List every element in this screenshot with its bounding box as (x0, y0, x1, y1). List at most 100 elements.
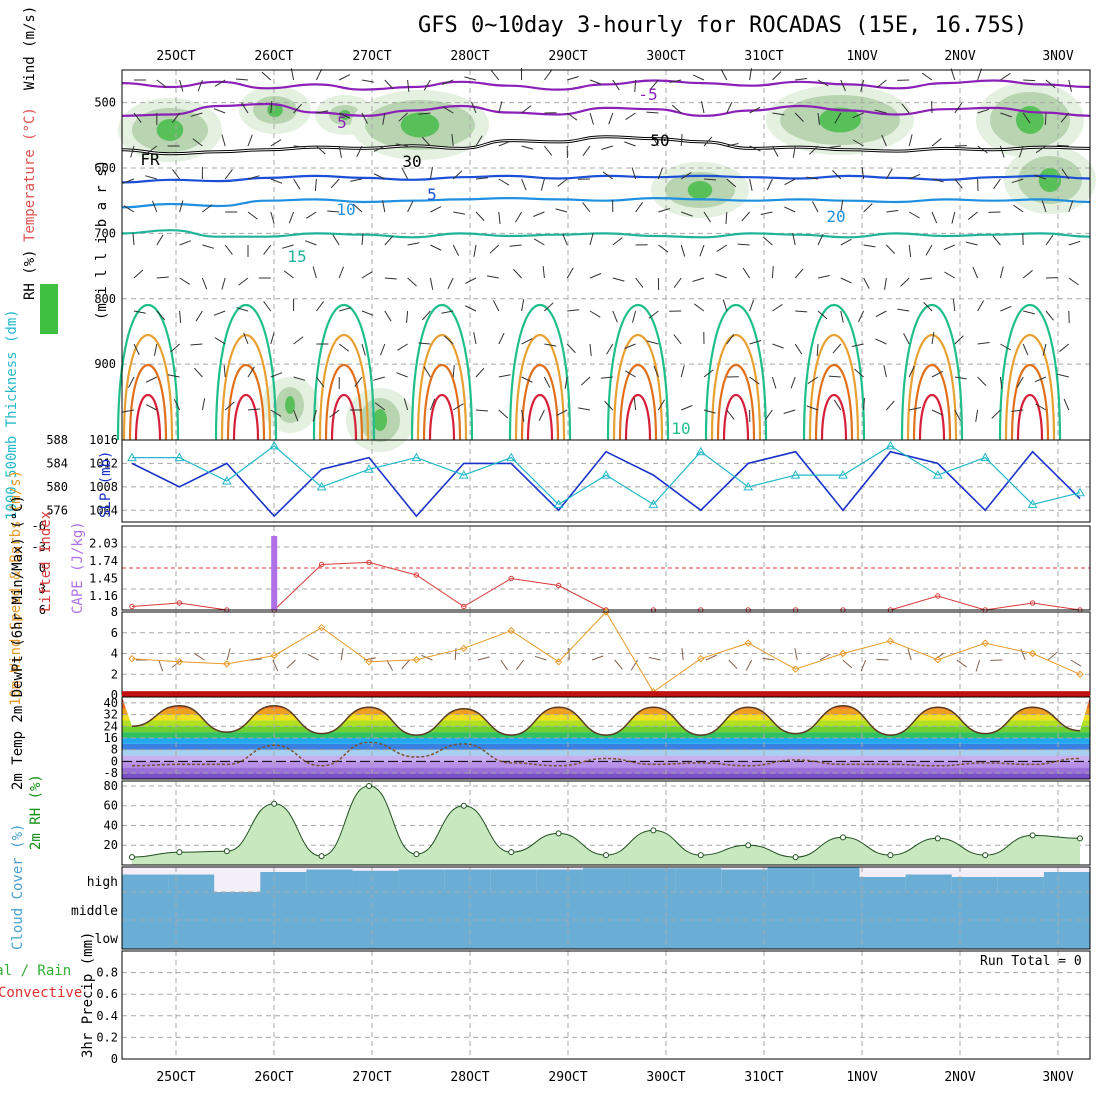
wind-barb (809, 145, 819, 155)
wind-barb (578, 407, 591, 411)
wind-barb (384, 277, 397, 280)
wind-barb (589, 273, 602, 279)
wind-barb (201, 398, 206, 411)
diurnal-contour (1010, 363, 1050, 441)
y-tick-label: 700 (94, 226, 116, 240)
lifted-index-marker (461, 603, 467, 610)
y-tick-label: 4 (111, 647, 118, 661)
wind-barb (1013, 204, 1024, 213)
wind-barb (624, 141, 636, 147)
cloud-row-label: low (95, 932, 119, 947)
rh-axis-label: RH (%) (22, 249, 38, 300)
wind-barb (726, 101, 733, 114)
wind-barb (1000, 112, 1012, 118)
thickness-axis-label: 1000-500mb Thickness (dm) (4, 309, 20, 520)
wind-barb (270, 372, 283, 378)
wind-10m-panel: 0 2 4 6 8 10m Wind Speed & Barbs (m/s) (8, 470, 1091, 706)
wind-barb (447, 277, 454, 290)
wind-speed-marker (697, 654, 705, 663)
wind-barb (236, 78, 249, 81)
wind-barb (840, 277, 852, 284)
wind-barb (213, 108, 226, 114)
wind-barb (633, 398, 637, 411)
diurnal-contour (226, 363, 266, 441)
wind-barb (293, 409, 299, 422)
wind-barb (214, 337, 226, 345)
x-tick-label-bottom: 28OCT (450, 1070, 489, 1085)
thickness-marker (174, 452, 185, 462)
lifted-index-marker (935, 593, 941, 599)
wind-barb (749, 178, 753, 191)
wind-barb (492, 300, 500, 312)
wind-barb (794, 112, 804, 122)
wind-barb (726, 333, 735, 345)
wind-barb (840, 200, 844, 213)
wind-barb (521, 409, 525, 422)
wind-barb (680, 365, 685, 378)
wind-barb (452, 403, 464, 411)
diurnal-contour (318, 334, 370, 441)
wind-barb (407, 242, 420, 246)
wind-barb (816, 343, 819, 357)
cloud-high-cell (168, 874, 215, 892)
wind-speed-marker (744, 639, 752, 647)
wind-barb (580, 376, 591, 386)
wind-barb (566, 267, 574, 279)
y-tick-label: -3 (32, 540, 46, 554)
wind-barb (352, 203, 363, 213)
wind-barb (133, 112, 142, 123)
wind-barb (475, 211, 485, 222)
slp-line (131, 450, 1081, 518)
wind-barbs (122, 67, 1081, 423)
wind-barb (790, 376, 796, 389)
wind-barb (977, 108, 990, 114)
wind-barb (429, 167, 433, 180)
wind-barb (441, 79, 454, 85)
wind-barb (498, 374, 511, 378)
lifted-index-marker (129, 603, 135, 610)
wind-barb (361, 79, 374, 83)
wind-barb (356, 145, 363, 158)
cloud-high-cell (582, 868, 630, 892)
wind-barb (977, 342, 990, 345)
wind-barb (145, 404, 158, 411)
wind-barb (863, 277, 870, 289)
diurnal-contour (624, 393, 652, 441)
wind-barb (921, 72, 933, 81)
y-tick-label: 0 (39, 561, 46, 575)
wind-barb (783, 409, 796, 414)
y-tick-label: 0 (111, 1052, 118, 1066)
y-tick-label: 2.03 (89, 537, 118, 551)
y-tick-label: 800 (94, 292, 116, 306)
wind-barb (923, 302, 933, 312)
wind-barb (1056, 144, 1069, 147)
wind-barb (741, 211, 750, 222)
wind-barb (817, 233, 824, 246)
cross-section-y-ticks: 500 600 700 800 900 (94, 96, 116, 371)
y-tick-label: 8 (111, 743, 118, 757)
wind-barb (1042, 343, 1047, 356)
wind-barb (133, 269, 144, 279)
x-tick-label-bottom: 29OCT (548, 1070, 587, 1085)
wind-barb (784, 178, 796, 186)
wind-barb (491, 70, 500, 81)
wind-axis-label: 10m Wind Speed & Barbs (m/s) (8, 470, 24, 706)
wind-barb (1068, 240, 1081, 246)
temperature-dewpoint-lines (131, 705, 1081, 767)
rh-series (129, 782, 1083, 865)
wind-barb (403, 398, 409, 411)
diurnal-contour (918, 393, 946, 441)
wind-barb (589, 112, 594, 125)
wind-barb (498, 178, 510, 186)
y-tick-label: 1.74 (89, 554, 118, 568)
diurnal-contour (128, 363, 168, 441)
x-axis-bottom-labels: 25OCT 26OCT 27OCT 28OCT 29OCT 30OCT 31OCT 1NOV 2… (156, 1070, 1073, 1085)
wind-barb (1068, 79, 1072, 92)
wind-barb (703, 136, 713, 147)
wind-barb (909, 173, 921, 180)
wind-barb (521, 178, 527, 191)
wind-barb (863, 203, 873, 213)
wind-barb (544, 343, 557, 347)
wind-barb-10m (591, 655, 604, 661)
wind-barb (443, 335, 454, 345)
